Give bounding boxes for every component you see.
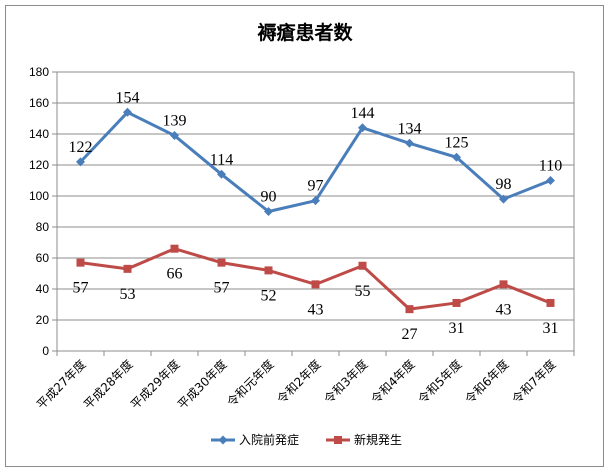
- y-tick-label: 0: [42, 344, 49, 358]
- data-label: 125: [445, 134, 469, 151]
- data-label: 114: [210, 151, 233, 168]
- data-point-square: [546, 298, 555, 307]
- data-label: 97: [308, 178, 324, 195]
- data-point-square: [123, 264, 132, 273]
- data-point-square: [217, 258, 226, 267]
- data-point-diamond: [264, 207, 273, 216]
- y-tick-label: 120: [29, 158, 49, 172]
- y-tick-label: 20: [36, 313, 50, 327]
- data-point-square: [358, 261, 367, 270]
- data-point-square: [499, 280, 508, 289]
- data-labels: 122 154 139 114 90 97 144 134 125 98 110 57 53 66 57 52…: [69, 89, 563, 343]
- chart: 褥瘡患者数 0 20 40 60 80 100 120 140 160 180 平成27年度平成28…: [29, 21, 575, 447]
- data-label: 144: [351, 105, 375, 122]
- x-tick-label: 令和2年度: [274, 357, 324, 407]
- data-label: 43: [308, 301, 324, 318]
- data-label: 31: [449, 320, 465, 337]
- chart-title: 褥瘡患者数: [256, 21, 353, 44]
- data-point-diamond: [123, 107, 132, 117]
- data-label: 110: [539, 158, 562, 175]
- data-point-diamond: [405, 138, 414, 148]
- data-label: 122: [69, 139, 93, 156]
- data-point-square: [311, 280, 320, 289]
- chart-frame: 褥瘡患者数 0 20 40 60 80 100 120 140 160 180 平成27年度 平成28…: [5, 5, 604, 467]
- data-point-diamond: [358, 123, 367, 133]
- legend-label: 新規発生: [354, 432, 402, 447]
- data-point-square: [264, 266, 273, 275]
- data-label: 57: [214, 280, 230, 297]
- data-point-diamond: [76, 157, 85, 167]
- x-tick-label: 平成27年度: [33, 357, 88, 412]
- x-tick-label: 令和元年度: [224, 357, 277, 410]
- data-label: 52: [261, 287, 277, 304]
- x-tick-label: 令和6年度: [462, 357, 512, 407]
- x-tick-label: 平成28年度: [80, 357, 135, 412]
- data-label: 31: [543, 320, 559, 337]
- data-label: 27: [402, 326, 418, 343]
- data-label: 154: [116, 89, 140, 106]
- data-label: 57: [73, 280, 89, 297]
- data-label: 55: [355, 283, 371, 300]
- data-point-diamond: [546, 176, 555, 185]
- data-point-diamond: [170, 131, 179, 141]
- data-label: 66: [167, 266, 183, 283]
- data-point-diamond: [499, 194, 508, 204]
- grid-lines: [57, 71, 574, 352]
- y-tick-label: 40: [36, 282, 50, 296]
- data-point-square: [452, 298, 461, 307]
- y-tick-label: 60: [36, 251, 50, 265]
- data-label: 90: [261, 189, 277, 206]
- data-label: 139: [163, 113, 187, 130]
- data-point-square: [405, 305, 414, 314]
- data-point-diamond: [311, 196, 320, 206]
- x-tick-label: 令和7年度: [509, 357, 559, 407]
- data-point-square: [76, 258, 85, 267]
- y-tick-label: 160: [29, 96, 49, 110]
- legend: 入院前発症 新規発生: [211, 432, 402, 447]
- x-tick-label: 平成29年度: [127, 357, 182, 412]
- x-tick-label: 令和3年度: [321, 357, 371, 407]
- y-tick-label: 140: [29, 127, 49, 141]
- data-point-square: [170, 244, 179, 253]
- data-point-square: [334, 436, 342, 444]
- legend-label: 入院前発症: [239, 432, 299, 447]
- series: [76, 107, 555, 314]
- axes: 0 20 40 60 80 100 120 140 160 180 平成27年度平成28年度平成29…: [29, 65, 575, 412]
- data-label: 134: [398, 120, 422, 137]
- x-tick-label: 令和4年度: [368, 357, 418, 407]
- y-tick-label: 80: [36, 220, 50, 234]
- y-tick-label: 100: [29, 189, 49, 203]
- data-label: 43: [496, 301, 512, 318]
- x-tick-label: 令和5年度: [415, 357, 465, 407]
- data-point-diamond: [452, 152, 461, 162]
- y-tick-label: 180: [29, 65, 49, 79]
- data-label: 53: [120, 286, 136, 303]
- data-point-diamond: [217, 169, 226, 179]
- data-point-diamond: [218, 435, 228, 445]
- data-label: 98: [496, 176, 512, 193]
- x-tick-label: 平成30年度: [174, 357, 229, 412]
